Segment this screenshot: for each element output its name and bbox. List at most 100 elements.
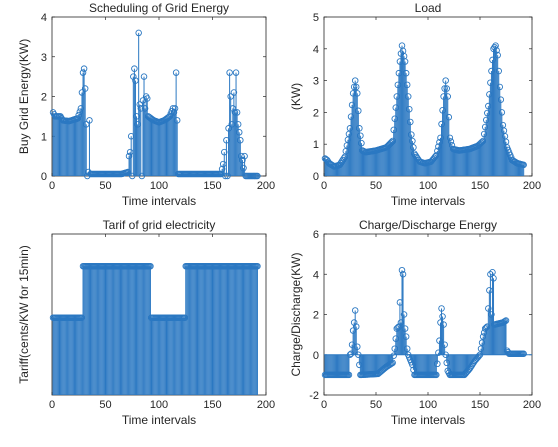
stem-marker [402,333,410,340]
stem-marker [438,305,445,312]
stem-marker [127,132,135,140]
stem-marker [240,164,247,172]
stem-marker [390,352,397,360]
stem-marker [485,305,492,312]
stem-marker [493,47,500,54]
x-tick-label: 0 [49,399,55,411]
y-tick-label: 0 [313,350,319,362]
stem-marker [492,42,499,49]
stem-marker [222,172,229,180]
stem-marker [475,352,483,360]
stem-marker [448,142,456,149]
stem-marker [228,121,236,128]
stem-marker [520,350,527,357]
stem-marker [224,172,231,180]
stem-marker [217,170,225,178]
y-tick-label: 2 [313,310,319,322]
stem-marker [406,105,413,113]
stem-marker [355,107,362,115]
chart-title: Scheduling of Grid Energy [89,1,229,15]
stem-marker [393,325,401,332]
stem-marker [124,168,132,176]
stem-marker [501,317,509,325]
stem-marker [347,350,355,357]
stem-marker [388,138,395,146]
y-tick-label: 0 [313,171,319,183]
stem-marker [136,101,143,108]
stem-marker [489,268,496,276]
x-tick-label: 100 [150,399,168,411]
y-tick-label: 4 [41,12,47,24]
stem-marker [354,343,361,350]
stem-marker [237,136,244,144]
x-axis-label: Time intervals [122,194,196,208]
stem-marker [254,172,261,180]
x-tick-label: 100 [419,399,437,411]
stem-marker [140,73,148,80]
stem-marker [490,275,497,282]
stem-marker [77,105,85,112]
stem-marker [496,83,504,91]
stem-marker [171,105,179,112]
stem-marker [221,148,228,156]
stem-marker [143,95,151,102]
stem-marker [478,138,486,146]
stem-marker [391,345,398,352]
x-tick-label: 100 [419,180,437,192]
stem-marker [78,89,86,96]
x-tick-label: 50 [370,180,382,192]
stem-marker [478,339,486,346]
y-axis-label: Tariff(cents/KW for 15min) [17,245,31,383]
x-axis-label: Time intervals [122,413,196,427]
stem-marker [409,137,416,145]
stem-marker [134,121,141,128]
stem-marker [338,158,345,165]
y-tick-label: 4 [313,269,319,281]
stem-marker [390,126,397,134]
x-tick-label: 150 [471,399,489,411]
stem-marker [392,335,400,342]
stem-marker [481,123,489,131]
stem-marker [138,172,146,180]
y-axis-label: Buy Grid Energy(KW) [17,39,31,154]
panel-load: 0 50 100 150 200 0 1 2 3 4 5 Load Time intervals (KW) [289,1,541,208]
y-axis-label: Charge/Discharge(KW) [289,252,303,376]
stem-marker [398,266,406,274]
stem-marker [80,65,88,72]
stem-marker [502,317,510,324]
stem-marker [487,79,494,86]
x-tick-label: 50 [99,180,111,192]
stem-marker [488,311,495,318]
stem-marker [439,313,446,320]
stem-marker [467,363,474,371]
stem-marker [226,69,233,76]
y-tick-label: 1 [313,139,319,151]
stem-marker [403,81,411,89]
stem-marker [486,91,493,98]
y-tick-label: 6 [313,229,319,241]
stem-marker [349,90,357,97]
stem-marker [395,69,403,77]
chart-title: Charge/Discharge Energy [359,218,497,232]
stem-marker [434,147,441,155]
stem-marker [469,360,476,368]
stem-marker [337,160,344,167]
stem-marker [351,77,359,84]
x-tick-label: 100 [150,180,168,192]
x-tick-label: 200 [257,399,275,411]
stem-marker [410,144,417,151]
stem-marker [481,325,489,332]
stem-marker [480,130,488,138]
y-tick-label: 0 [41,171,47,183]
stem-marker [392,104,400,111]
stem-marker [348,101,356,109]
stem-marker [403,345,411,352]
stem-marker [412,152,419,159]
stem-marker [435,349,442,356]
x-tick-label: 150 [203,180,221,192]
stem-marker [494,51,501,59]
stem-marker [141,105,149,112]
stem-marker [441,341,448,348]
